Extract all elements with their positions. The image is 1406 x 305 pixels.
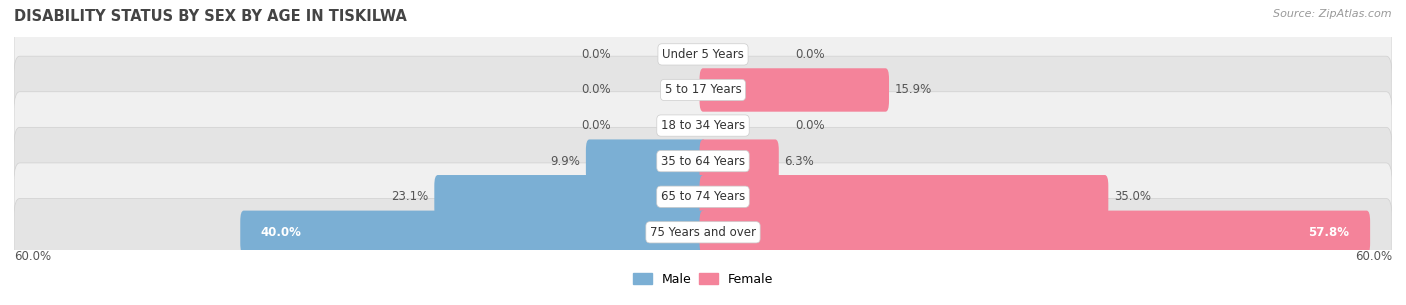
FancyBboxPatch shape xyxy=(14,199,1392,266)
Text: 18 to 34 Years: 18 to 34 Years xyxy=(661,119,745,132)
FancyBboxPatch shape xyxy=(240,210,706,254)
Text: 0.0%: 0.0% xyxy=(794,48,824,61)
FancyBboxPatch shape xyxy=(700,139,779,183)
Text: 40.0%: 40.0% xyxy=(262,226,302,239)
FancyBboxPatch shape xyxy=(14,127,1392,195)
Text: Under 5 Years: Under 5 Years xyxy=(662,48,744,61)
FancyBboxPatch shape xyxy=(14,56,1392,124)
Text: 6.3%: 6.3% xyxy=(785,155,814,168)
Text: 35 to 64 Years: 35 to 64 Years xyxy=(661,155,745,168)
FancyBboxPatch shape xyxy=(14,163,1392,231)
Text: 35.0%: 35.0% xyxy=(1114,190,1152,203)
FancyBboxPatch shape xyxy=(434,175,706,218)
FancyBboxPatch shape xyxy=(700,68,889,112)
FancyBboxPatch shape xyxy=(700,210,1369,254)
Text: 5 to 17 Years: 5 to 17 Years xyxy=(665,84,741,96)
FancyBboxPatch shape xyxy=(14,21,1392,88)
Text: 23.1%: 23.1% xyxy=(391,190,429,203)
FancyBboxPatch shape xyxy=(14,92,1392,159)
Text: 0.0%: 0.0% xyxy=(582,119,612,132)
Text: 75 Years and over: 75 Years and over xyxy=(650,226,756,239)
Text: 57.8%: 57.8% xyxy=(1309,226,1350,239)
Legend: Male, Female: Male, Female xyxy=(628,268,778,291)
Text: 15.9%: 15.9% xyxy=(894,84,932,96)
Text: 0.0%: 0.0% xyxy=(794,119,824,132)
FancyBboxPatch shape xyxy=(700,175,1108,218)
Text: DISABILITY STATUS BY SEX BY AGE IN TISKILWA: DISABILITY STATUS BY SEX BY AGE IN TISKI… xyxy=(14,9,406,24)
Text: 9.9%: 9.9% xyxy=(550,155,581,168)
Text: 65 to 74 Years: 65 to 74 Years xyxy=(661,190,745,203)
Text: 60.0%: 60.0% xyxy=(14,250,51,263)
Text: 60.0%: 60.0% xyxy=(1355,250,1392,263)
FancyBboxPatch shape xyxy=(586,139,706,183)
Text: 0.0%: 0.0% xyxy=(582,84,612,96)
Text: Source: ZipAtlas.com: Source: ZipAtlas.com xyxy=(1274,9,1392,19)
Text: 0.0%: 0.0% xyxy=(582,48,612,61)
